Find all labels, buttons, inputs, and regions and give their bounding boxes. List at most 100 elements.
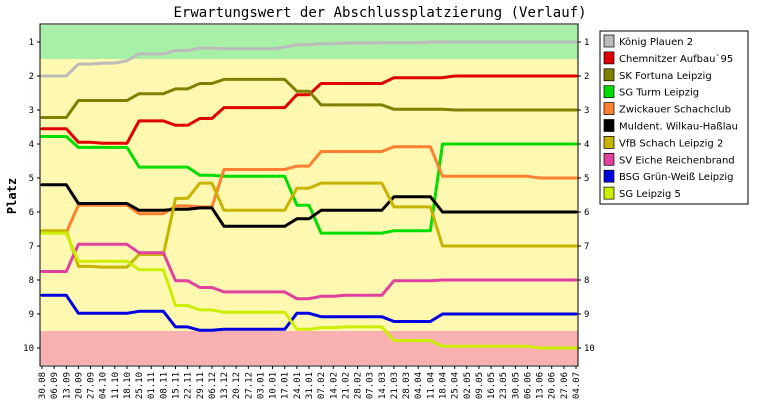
legend-label: BSG Grün-Weiß Leipzig	[619, 172, 733, 183]
x-tick-label: 13.12	[220, 372, 230, 399]
x-tick-label: 06.12	[208, 372, 218, 399]
y-tick-label-right: 3	[584, 106, 589, 116]
x-tick-label: 24.01	[293, 372, 303, 399]
x-tick-label: 08.11	[159, 372, 169, 399]
y-tick-label: 3	[29, 106, 34, 116]
y-tick-label: 7	[29, 242, 34, 252]
x-tick-label: 20.12	[232, 372, 242, 399]
y-tick-label: 5	[29, 174, 34, 184]
y-tick-label-right: 2	[584, 72, 589, 82]
legend-swatch	[603, 85, 615, 99]
x-tick-label: 13.09	[62, 372, 72, 399]
x-tick-label: 09.05	[475, 372, 485, 399]
x-tick-label: 21.03	[390, 372, 400, 399]
x-tick-label: 22.11	[184, 372, 194, 399]
legend-label: Chemnitzer Aufbau`95	[619, 53, 733, 65]
x-tick-label: 02.05	[463, 372, 473, 399]
x-tick-label: 06.06	[523, 372, 533, 399]
legend-label: SK Fortuna Leipzig	[619, 71, 712, 82]
x-tick-label: 10.01	[269, 372, 279, 399]
x-tick-label: 29.11	[196, 372, 206, 399]
y-tick-label-right: 1	[584, 38, 589, 48]
series-line-1	[40, 74, 578, 145]
legend-label: SG Leipzig 5	[619, 189, 681, 200]
x-tick-label: 04.07	[572, 372, 582, 399]
series-line-4	[40, 145, 578, 234]
legend-swatch	[603, 68, 615, 82]
y-tick-label-right: 7	[584, 242, 589, 252]
x-tick-label: 30.08	[38, 372, 48, 399]
y-tick-label: 1	[29, 38, 34, 48]
x-tick-label: 01.11	[147, 372, 157, 399]
legend-label: SV Eiche Reichenbrand	[619, 155, 735, 166]
series-line-3	[40, 135, 578, 235]
x-tick-label: 11.10	[111, 372, 121, 399]
x-tick-label: 20.09	[74, 372, 84, 399]
legend-swatch	[603, 51, 615, 65]
x-tick-label: 25.10	[135, 372, 145, 399]
y-tick-label: 8	[29, 276, 34, 286]
y-tick-label-right: 8	[584, 276, 589, 286]
x-tick-label: 28.02	[354, 372, 364, 399]
x-tick-label: 25.04	[451, 372, 461, 399]
series-line-5	[40, 183, 578, 228]
x-tick-label: 07.03	[366, 372, 376, 399]
y-tick-label-right: 6	[584, 208, 589, 218]
chart-title: Erwartungswert der Abschlussplatzierung …	[173, 5, 586, 21]
x-tick-label: 18.04	[439, 372, 449, 399]
x-tick-label: 20.06	[548, 372, 558, 399]
y-tick-label: 10	[23, 344, 34, 354]
legend: König Plauen 2 Chemnitzer Aufbau`95 SK For…	[599, 30, 749, 205]
x-tick-label: 07.02	[317, 372, 327, 399]
y-tick-label-right: 9	[584, 310, 589, 320]
x-tick-label: 17.01	[281, 372, 291, 399]
series-line-8	[40, 293, 578, 332]
series-line-0	[40, 40, 578, 78]
x-tick-label: 30.05	[511, 372, 521, 399]
x-tick-label: 11.04	[426, 372, 436, 399]
y-tick-label: 2	[29, 72, 34, 82]
x-tick-label: 27.09	[87, 372, 97, 399]
legend-swatch	[603, 102, 615, 115]
background-band	[40, 331, 578, 365]
x-tick-label: 03.01	[256, 372, 266, 399]
legend-label: König Plauen 2	[619, 37, 693, 48]
x-tick-label: 15.11	[172, 372, 182, 399]
x-tick-label: 27.12	[244, 372, 254, 399]
legend-swatch	[603, 169, 615, 183]
y-tick-label-right: 4	[584, 140, 589, 150]
x-tick-label: 23.05	[499, 372, 509, 399]
background-band	[40, 59, 578, 331]
legend-swatch	[603, 119, 615, 132]
x-tick-label: 14.03	[378, 372, 388, 399]
legend-swatch	[603, 186, 615, 200]
legend-box	[599, 30, 749, 205]
series-line-9	[40, 231, 578, 350]
x-tick-label: 21.02	[341, 372, 351, 399]
legend-swatch	[603, 34, 615, 48]
x-tick-label: 27.06	[560, 372, 570, 399]
y-tick-label: 4	[29, 140, 34, 150]
legend-label: Muldent. Wilkau-Haßlau	[619, 122, 738, 133]
x-tick-label: 13.06	[536, 372, 546, 399]
legend-swatch	[603, 152, 615, 166]
x-tick-label: 06.09	[50, 372, 60, 399]
legend-swatch	[603, 136, 615, 149]
x-tick-label: 04.10	[99, 372, 109, 399]
x-tick-label: 04.04	[414, 372, 424, 399]
x-tick-label: 14.02	[329, 372, 339, 399]
x-tick-label: 28.03	[402, 372, 412, 399]
y-tick-label: 6	[29, 208, 34, 218]
y-axis-label: Platz	[5, 178, 19, 214]
x-tick-label: 16.05	[487, 372, 497, 399]
y-tick-label-right: 5	[584, 174, 589, 184]
y-tick-label-right: 10	[584, 344, 595, 354]
series-line-2	[40, 77, 578, 119]
x-tick-label: 31.01	[305, 372, 315, 399]
legend-label: Zwickauer Schachclub	[619, 105, 731, 116]
x-tick-label: 18.10	[123, 372, 133, 399]
legend-label: VfB Schach Leipzig 2	[619, 138, 723, 149]
